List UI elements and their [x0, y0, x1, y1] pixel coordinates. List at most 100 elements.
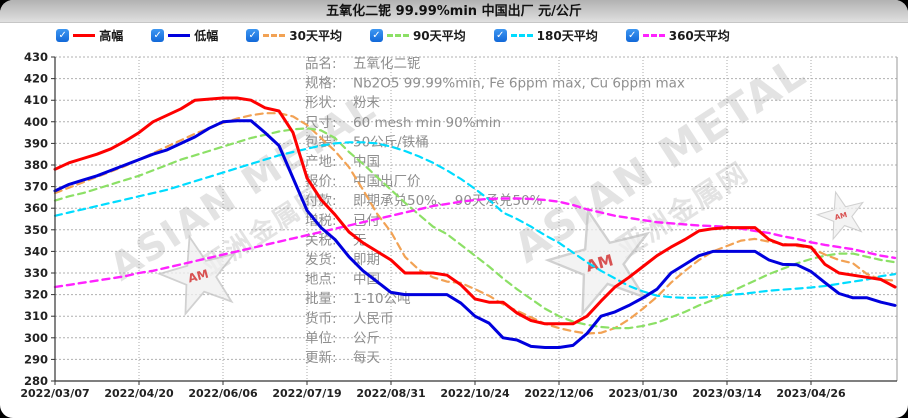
watermark-star-logo: AM	[815, 190, 865, 241]
spec-label: 更新:	[305, 350, 337, 366]
watermark-star-logo: AM	[544, 207, 651, 317]
spec-value: 60 mesh min 90%min	[353, 115, 501, 131]
legend-swatch-avg360	[642, 34, 665, 37]
spec-value: 50公斤/铁桶	[353, 134, 429, 150]
spec-info-row: 发货: 即期	[305, 251, 380, 268]
x-axis-label: 2022/12/06	[524, 387, 594, 400]
spec-label: 产地:	[305, 154, 337, 170]
spec-info-row: 产地: 中国	[305, 154, 380, 170]
y-axis-label: 400	[24, 115, 48, 129]
y-axis-label: 390	[24, 136, 48, 150]
y-axis-label: 350	[24, 223, 48, 237]
legend-label-avg30: 30天平均	[289, 29, 342, 43]
spec-value: Nb2O5 99.99%min, Fe 6ppm max, Cu 6ppm ma…	[353, 76, 685, 92]
spec-info-row: 尺寸: 60 mesh min 90%min	[305, 115, 501, 131]
legend-label-low: 低幅	[194, 29, 219, 43]
legend-swatch-avg90	[386, 34, 409, 37]
spec-value: 中国出厂价	[353, 174, 421, 190]
watermark-star-logo: AM	[156, 234, 237, 317]
title-bar: 五氧化二铌 99.99%min 中国出厂 元/公斤	[0, 0, 908, 23]
legend-label-avg180: 180天平均	[536, 29, 598, 43]
spec-info-row: 更新: 每天	[305, 350, 380, 366]
legend-checkbox-avg30[interactable]: ✓	[246, 29, 260, 42]
y-axis-label: 410	[24, 93, 48, 107]
y-axis-label: 290	[24, 352, 48, 366]
spec-info-row: 包装: 50公斤/铁桶	[305, 134, 429, 150]
series-line-low	[53, 119, 897, 349]
y-axis-label: 370	[24, 180, 48, 194]
legend-checkbox-avg90[interactable]: ✓	[369, 29, 383, 42]
chart-title: 五氧化二铌 99.99%min 中国出厂 元/公斤	[326, 4, 582, 19]
spec-info-row: 品名: 五氧化二铌	[305, 56, 421, 72]
y-axis-label: 300	[24, 331, 48, 345]
legend-checkbox-avg180[interactable]: ✓	[493, 29, 507, 42]
spec-info-row: 报价: 中国出厂价	[305, 174, 421, 190]
spec-value: 人民币	[353, 311, 394, 327]
legend-label-avg360: 360天平均	[668, 29, 730, 43]
spec-label: 形状:	[305, 95, 337, 111]
spec-label: 货币:	[305, 310, 337, 327]
watermark-logo-text: AM	[186, 267, 210, 286]
y-axis-label: 340	[24, 244, 48, 258]
legend-item-avg90: ✓ 90天平均	[369, 27, 466, 44]
spec-label: 地点:	[305, 272, 337, 288]
spec-label: 规格:	[305, 76, 337, 92]
spec-label: 发货:	[305, 251, 337, 268]
x-axis-label: 2023/01/30	[608, 387, 678, 400]
spec-value: 每天	[353, 350, 380, 366]
legend-label-high: 高幅	[99, 29, 124, 43]
spec-value: 中国	[353, 154, 380, 170]
spec-value: 五氧化二铌	[353, 56, 421, 72]
y-axis-label: 330	[24, 266, 48, 280]
legend-item-avg180: ✓ 180天平均	[493, 27, 598, 44]
x-axis-label: 2023/03/14	[692, 387, 762, 400]
legend-label-avg90: 90天平均	[412, 29, 466, 43]
star-icon	[156, 234, 237, 317]
y-axis-label: 380	[24, 158, 48, 172]
x-axis-label: 2022/04/20	[104, 387, 174, 400]
series-line-avg360	[53, 197, 897, 289]
watermark-logo-text: AM	[834, 210, 849, 222]
spec-label: 批量:	[305, 291, 337, 307]
y-axis-label: 310	[24, 309, 48, 323]
star-icon	[815, 190, 865, 241]
spec-value: 1-10公吨	[353, 291, 411, 307]
x-axis-label: 2022/07/19	[272, 387, 341, 400]
spec-value: 公斤	[353, 330, 380, 346]
y-axis-label: 280	[24, 374, 48, 388]
star-icon	[544, 207, 651, 317]
legend-item-avg30: ✓ 30天平均	[246, 27, 342, 44]
spec-info-row: 付款: 即期承兑50%、 90天承兑50%	[305, 193, 543, 209]
spec-label: 关税:	[305, 232, 337, 248]
spec-info-row: 地点: 中国	[305, 272, 380, 288]
y-axis-label: 360	[24, 201, 48, 215]
legend-checkbox-avg360[interactable]: ✓	[625, 29, 639, 42]
spec-label: 尺寸:	[305, 115, 337, 131]
legend-swatch-high	[73, 34, 96, 37]
spec-value: 粉末	[353, 95, 380, 111]
spec-value: 即期承兑50%、 90天承兑50%	[353, 193, 543, 209]
spec-value: 中国	[353, 272, 380, 288]
spec-label: 品名:	[305, 56, 337, 72]
y-axis-label: 430	[24, 50, 48, 64]
spec-info-row: 货币: 人民币	[305, 310, 394, 327]
series-line-avg180	[53, 141, 897, 299]
legend-swatch-avg30	[263, 34, 286, 37]
legend-item-high: ✓ 高幅	[56, 27, 123, 44]
x-axis-label: 2022/08/31	[356, 387, 425, 400]
legend-checkbox-high[interactable]: ✓	[56, 29, 70, 42]
legend-swatch-avg180	[510, 34, 533, 37]
spec-info-row: 形状: 粉末	[305, 95, 380, 111]
y-axis-label: 320	[24, 288, 48, 302]
x-axis-label: 2022/06/06	[188, 387, 258, 400]
series-line-avg30	[53, 112, 897, 335]
legend-checkbox-low[interactable]: ✓	[151, 29, 165, 42]
spec-value: 即期	[353, 252, 380, 268]
spec-info-row: 单位: 公斤	[305, 330, 380, 346]
legend: ✓ 高幅 ✓ 低幅 ✓ 30天平均 ✓ 90天平均 ✓ 180天平均 ✓ 360天平均	[0, 23, 908, 48]
y-axis-label: 420	[24, 72, 48, 86]
x-axis-label: 2023/04/26	[776, 387, 846, 400]
legend-item-low: ✓ 低幅	[151, 27, 218, 44]
